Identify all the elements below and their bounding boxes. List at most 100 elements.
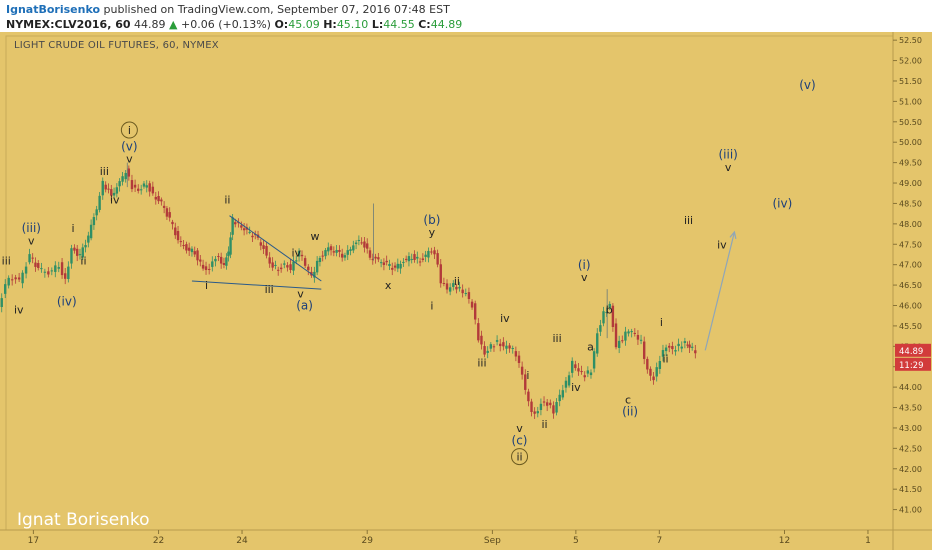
time-tick-label: 7 <box>656 536 662 546</box>
candle-body <box>43 271 47 273</box>
candle-body <box>57 267 60 269</box>
candle-body <box>24 266 28 274</box>
candle-body <box>661 350 665 357</box>
candle-body <box>421 258 425 260</box>
candle-body <box>47 271 50 275</box>
candle-body <box>388 264 391 266</box>
price-tick-label: 47.50 <box>899 240 922 249</box>
wave-label: v <box>516 422 523 435</box>
candle-body <box>592 351 596 369</box>
wave-label: iv <box>291 247 301 260</box>
candle-body <box>17 277 21 280</box>
candle-body <box>639 339 643 341</box>
trendline <box>191 280 322 290</box>
candle-body <box>154 196 157 200</box>
candle-body <box>448 287 452 292</box>
wave-label: i <box>71 222 74 235</box>
candle-body <box>34 262 37 267</box>
wave-label: i <box>430 300 433 313</box>
price-tick-label: 48.50 <box>899 199 922 208</box>
candle-body <box>439 264 442 284</box>
candle-body <box>636 334 640 340</box>
candle-body <box>483 346 486 355</box>
candle-body <box>366 243 369 249</box>
price-tick-label: 42.00 <box>899 465 922 474</box>
candle-body <box>40 268 43 270</box>
candle-body <box>324 250 327 257</box>
chart-area[interactable]: 41.0041.5042.0042.5043.0043.5044.0044.50… <box>0 32 932 550</box>
candle-body <box>495 340 499 342</box>
wave-label: i <box>205 279 208 292</box>
up-arrow-icon: ▲ <box>169 18 178 31</box>
candle-body <box>374 256 377 259</box>
candle-body <box>165 208 169 217</box>
projection-arrowhead <box>729 230 737 239</box>
candle-body <box>0 298 3 308</box>
candle-body <box>73 247 76 251</box>
candle-body <box>683 341 687 343</box>
price-chart[interactable]: 41.0041.5042.0042.5043.0043.5044.0044.50… <box>0 32 932 550</box>
price-change: +0.06 (+0.13%) <box>181 18 271 31</box>
candle-body <box>352 245 355 251</box>
candle-body <box>567 375 571 386</box>
candle-body <box>127 168 131 177</box>
candle-body <box>393 265 397 268</box>
author-link[interactable]: IgnatBorisenko <box>6 3 101 16</box>
candle-body <box>222 263 226 265</box>
candle-body <box>187 247 191 251</box>
candle-body <box>624 331 627 341</box>
price-tick-label: 49.50 <box>899 159 922 168</box>
candle-body <box>338 250 341 252</box>
wave-label: iii <box>477 357 486 370</box>
close-label: C: <box>418 18 431 31</box>
price-tick-label: 42.50 <box>899 444 922 453</box>
candle-body <box>130 180 134 190</box>
candle-body <box>410 258 413 260</box>
price-tick-label: 50.00 <box>899 138 922 147</box>
time-tick-label: 5 <box>573 536 579 546</box>
candle-body <box>458 286 461 289</box>
candle-body <box>433 250 436 255</box>
candle-body <box>427 250 430 258</box>
wave-label: (iv) <box>57 294 77 308</box>
candle-body <box>558 394 561 402</box>
candle-body <box>655 367 658 377</box>
candle-body <box>279 267 283 270</box>
wave-label: v <box>28 234 35 247</box>
candle-body <box>555 402 558 413</box>
candle-body <box>31 257 34 259</box>
candle-body <box>533 411 536 414</box>
wave-label: w <box>311 230 320 243</box>
candle-body <box>489 344 493 349</box>
candle-body <box>520 366 524 375</box>
candle-body <box>179 241 183 243</box>
candle-body <box>148 183 151 192</box>
candle-body <box>234 222 237 225</box>
candle-body <box>340 253 344 258</box>
time-tick-label: 29 <box>361 536 373 546</box>
wave-label-circle <box>511 448 529 466</box>
trendline <box>229 215 322 282</box>
price-tick-label: 52.00 <box>899 57 922 66</box>
plot-border <box>5 35 894 531</box>
price-tick-label: 51.00 <box>899 97 922 106</box>
candle-body <box>121 176 124 182</box>
candle-body <box>75 248 79 256</box>
candle-body <box>527 391 530 402</box>
candle-body <box>110 189 113 196</box>
candle-body <box>492 346 496 348</box>
candle-body <box>545 402 549 406</box>
candle-body <box>407 256 411 262</box>
candle-body <box>357 239 361 241</box>
price-tick-label: 44.00 <box>899 383 922 392</box>
candle-body <box>418 261 422 263</box>
candle-body <box>168 212 171 218</box>
time-tick-label: 17 <box>28 536 39 546</box>
candle-body <box>402 261 405 263</box>
candle-body <box>214 258 217 262</box>
candle-body <box>201 264 205 269</box>
chart-title: LIGHT CRUDE OIL FUTURES, 60, NYMEX <box>14 40 219 51</box>
candle-body <box>98 195 101 210</box>
wave-label: (a) <box>296 299 313 313</box>
candle-body <box>602 311 605 324</box>
